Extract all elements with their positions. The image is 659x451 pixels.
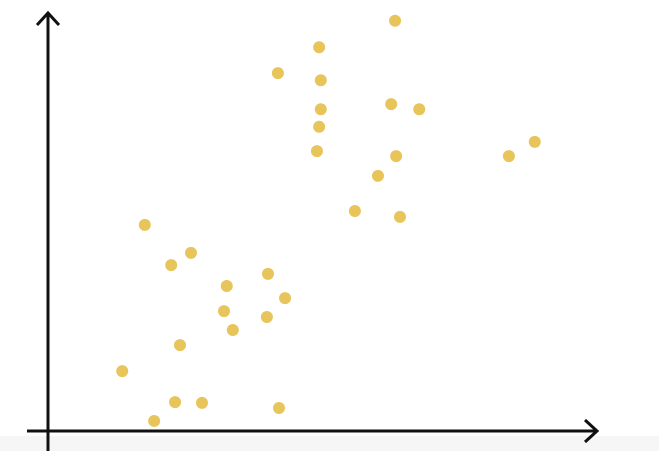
point bbox=[372, 169, 384, 182]
point bbox=[273, 401, 285, 414]
point bbox=[116, 365, 129, 378]
point bbox=[138, 218, 151, 231]
point bbox=[502, 150, 515, 163]
point bbox=[279, 292, 292, 305]
point bbox=[310, 145, 323, 158]
point bbox=[148, 414, 161, 427]
point bbox=[196, 396, 208, 409]
point bbox=[313, 41, 326, 54]
points bbox=[116, 14, 541, 427]
point bbox=[413, 103, 426, 116]
point bbox=[218, 305, 230, 318]
y-axis-arrow bbox=[35, 10, 61, 27]
bottom-strip bbox=[0, 436, 659, 451]
point bbox=[313, 120, 326, 133]
point bbox=[314, 74, 327, 87]
point bbox=[394, 210, 406, 223]
point bbox=[271, 67, 284, 80]
point bbox=[226, 324, 239, 337]
point bbox=[314, 103, 327, 116]
point bbox=[389, 14, 402, 27]
point bbox=[169, 396, 182, 409]
point bbox=[260, 311, 273, 324]
point bbox=[185, 246, 197, 259]
point bbox=[262, 267, 274, 280]
point bbox=[390, 150, 403, 163]
point bbox=[348, 205, 361, 218]
point bbox=[385, 98, 398, 111]
point bbox=[174, 339, 186, 352]
x-axis-arrow bbox=[583, 418, 600, 444]
point bbox=[165, 259, 178, 272]
point bbox=[220, 280, 233, 293]
point bbox=[528, 135, 541, 148]
